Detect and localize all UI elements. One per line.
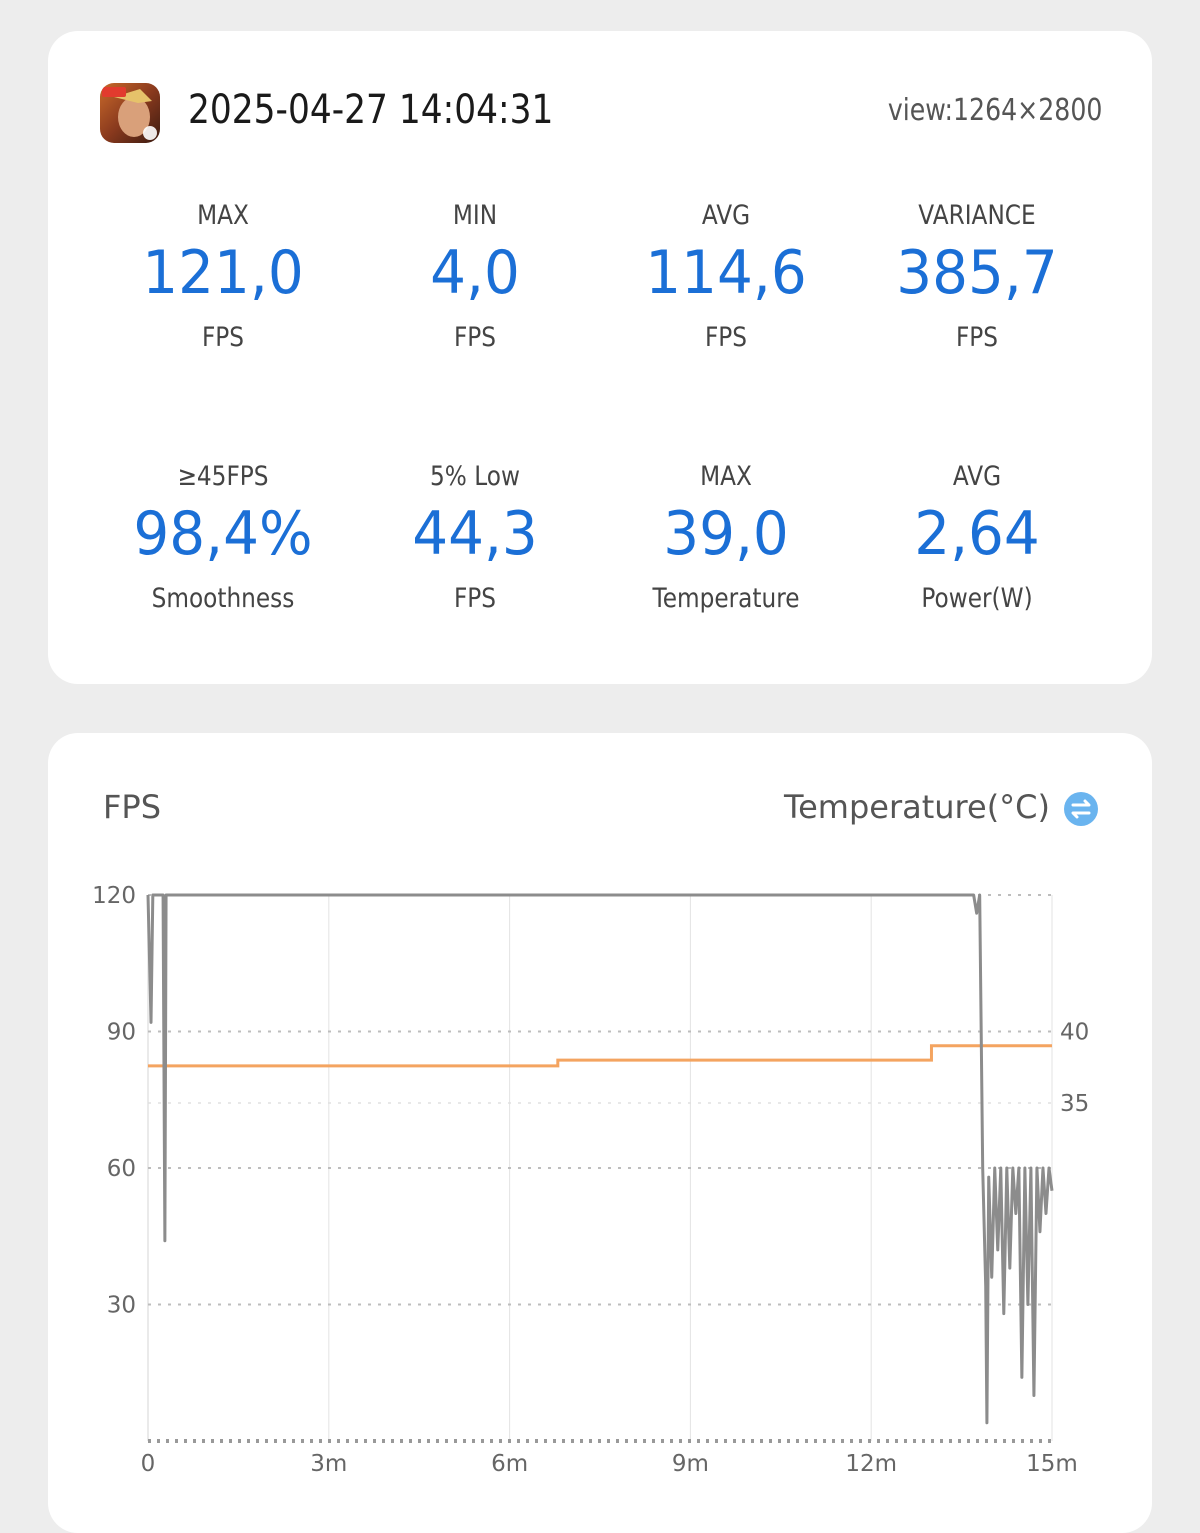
temperature-axis-title: Temperature(°C) [783, 788, 1050, 826]
stat-1: MIN 4,0 FPS [349, 198, 601, 356]
fps-axis-title: FPS [103, 788, 162, 826]
stat-unit: FPS [704, 322, 748, 353]
stat-5: 5% Low 44,3 FPS [349, 459, 601, 617]
y-tick-label: 90 [107, 1020, 136, 1046]
x-tick-label: 6m [491, 1451, 528, 1477]
stat-label: MAX [197, 200, 249, 231]
chart-card: FPS Temperature(°C) 120 90 60 30 0 3m 6m 9m 12m 1… [48, 733, 1152, 1533]
stat-2: AVG 114,6 FPS [600, 198, 852, 356]
x-tick-label: 3m [310, 1451, 347, 1477]
session-timestamp: 2025-04-27 14:04:31 [188, 87, 554, 133]
stat-value: 4,0 [430, 238, 520, 308]
stat-3: VARIANCE 385,7 FPS [851, 198, 1103, 356]
stat-0: MAX 121,0 FPS [97, 198, 349, 356]
stat-unit: Smoothness [151, 583, 295, 614]
x-tick-label: 0 [141, 1451, 156, 1477]
stat-label: AVG [701, 200, 751, 231]
game-app-icon [100, 83, 160, 143]
stat-value: 98,4% [133, 499, 313, 569]
x-tick-label: 9m [672, 1451, 709, 1477]
stat-label: MAX [700, 461, 752, 492]
stat-label: 5% Low [430, 461, 520, 492]
stat-value: 2,64 [914, 499, 1040, 569]
stat-label: AVG [952, 461, 1002, 492]
y2-tick-label: 40 [1060, 1020, 1089, 1046]
fps-temperature-chart: 120 90 60 30 0 3m 6m 9m 12m 15m 40 35 [92, 883, 1089, 1477]
stat-value: 44,3 [412, 499, 538, 569]
fps-series-line [146, 893, 1054, 1425]
stat-7: AVG 2,64 Power(W) [851, 459, 1103, 617]
view-resolution: view:1264×2800 [887, 93, 1102, 128]
stat-value: 39,0 [663, 499, 789, 569]
stat-unit: Temperature [652, 583, 800, 614]
stat-value: 385,7 [896, 238, 1058, 308]
y-tick-label: 60 [107, 1156, 136, 1182]
y-tick-label: 30 [107, 1293, 136, 1319]
stat-value: 114,6 [645, 238, 807, 308]
stat-6: MAX 39,0 Temperature [600, 459, 852, 617]
stat-unit: Power(W) [921, 583, 1033, 614]
stat-label: VARIANCE [918, 200, 1036, 231]
stats-card: 2025-04-27 14:04:31 view:1264×2800 MAX 12… [48, 31, 1152, 684]
stat-unit: FPS [201, 322, 245, 353]
y2-tick-label: 35 [1060, 1091, 1089, 1117]
stat-unit: FPS [453, 322, 497, 353]
temperature-series-line [148, 1044, 1052, 1068]
y-tick-label: 120 [92, 883, 136, 909]
stat-unit: FPS [453, 583, 497, 614]
stat-label: MIN [452, 200, 498, 231]
stat-unit: FPS [955, 322, 999, 353]
stat-value: 121,0 [142, 238, 304, 308]
x-tick-label: 12m [845, 1451, 897, 1477]
stat-4: ≥45FPS 98,4% Smoothness [97, 459, 349, 617]
x-tick-label: 15m [1026, 1451, 1078, 1477]
swap-icon[interactable] [1064, 792, 1098, 826]
stat-label: ≥45FPS [177, 461, 269, 492]
